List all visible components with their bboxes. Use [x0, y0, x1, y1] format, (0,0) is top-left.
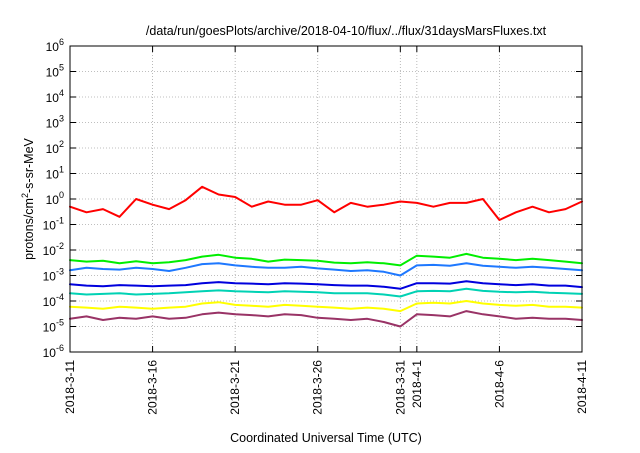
x-tick-label: 2018-3-11	[63, 360, 77, 414]
chart-title: /data/run/goesPlots/archive/2018-04-10/f…	[146, 24, 547, 38]
x-tick-label: 2018-4-11	[575, 360, 589, 414]
y-axis-label: protons/cm2-s-sr-MeV	[20, 137, 36, 259]
y-tick-label: 10-1	[43, 216, 64, 233]
y-tick-label: 103	[46, 114, 64, 131]
x-tick-label: 2018-3-31	[393, 360, 407, 415]
y-tick-label: 104	[46, 88, 64, 105]
x-tick-label: 2018-3-26	[311, 360, 325, 415]
y-tick-labels: 10-6 10-5 10-4 10-3 10-2 10-1 100 101 102 103 104 1…	[43, 37, 64, 360]
y-tick-label: 10-6	[43, 343, 64, 360]
y-tick-label: 106	[46, 37, 64, 54]
x-tick-label: 2018-3-21	[228, 360, 242, 415]
x-axis-label: Coordinated Universal Time (UTC)	[230, 431, 422, 445]
x-tick-labels: 2018-3-11 2018-3-16 2018-3-21 2018-3-26 2018…	[63, 360, 589, 415]
series-line-5	[69, 287, 583, 298]
x-tick-label: 2018-4-6	[492, 360, 506, 408]
series-line-7	[69, 310, 583, 328]
y-tick-label: 10-4	[43, 292, 64, 309]
y-tick-label: 101	[46, 165, 64, 182]
series-line-3	[69, 262, 583, 277]
series-line-6	[69, 300, 583, 313]
x-tick-label: 2018-3-16	[146, 360, 160, 415]
y-tick-label: 10-5	[43, 318, 64, 335]
series-line-4	[69, 280, 583, 290]
x-tick-label: 2018-4-1	[410, 360, 424, 408]
y-tick-label: 10-3	[43, 267, 64, 284]
series-group	[69, 185, 583, 328]
y-tick-label: 100	[46, 190, 64, 207]
series-line-1	[69, 185, 583, 221]
y-tick-label: 105	[46, 63, 64, 80]
y-tick-label: 10-2	[43, 241, 64, 258]
grid	[70, 46, 582, 352]
ticks	[69, 45, 583, 353]
series-line-2	[69, 252, 583, 267]
y-tick-label: 102	[46, 139, 64, 156]
